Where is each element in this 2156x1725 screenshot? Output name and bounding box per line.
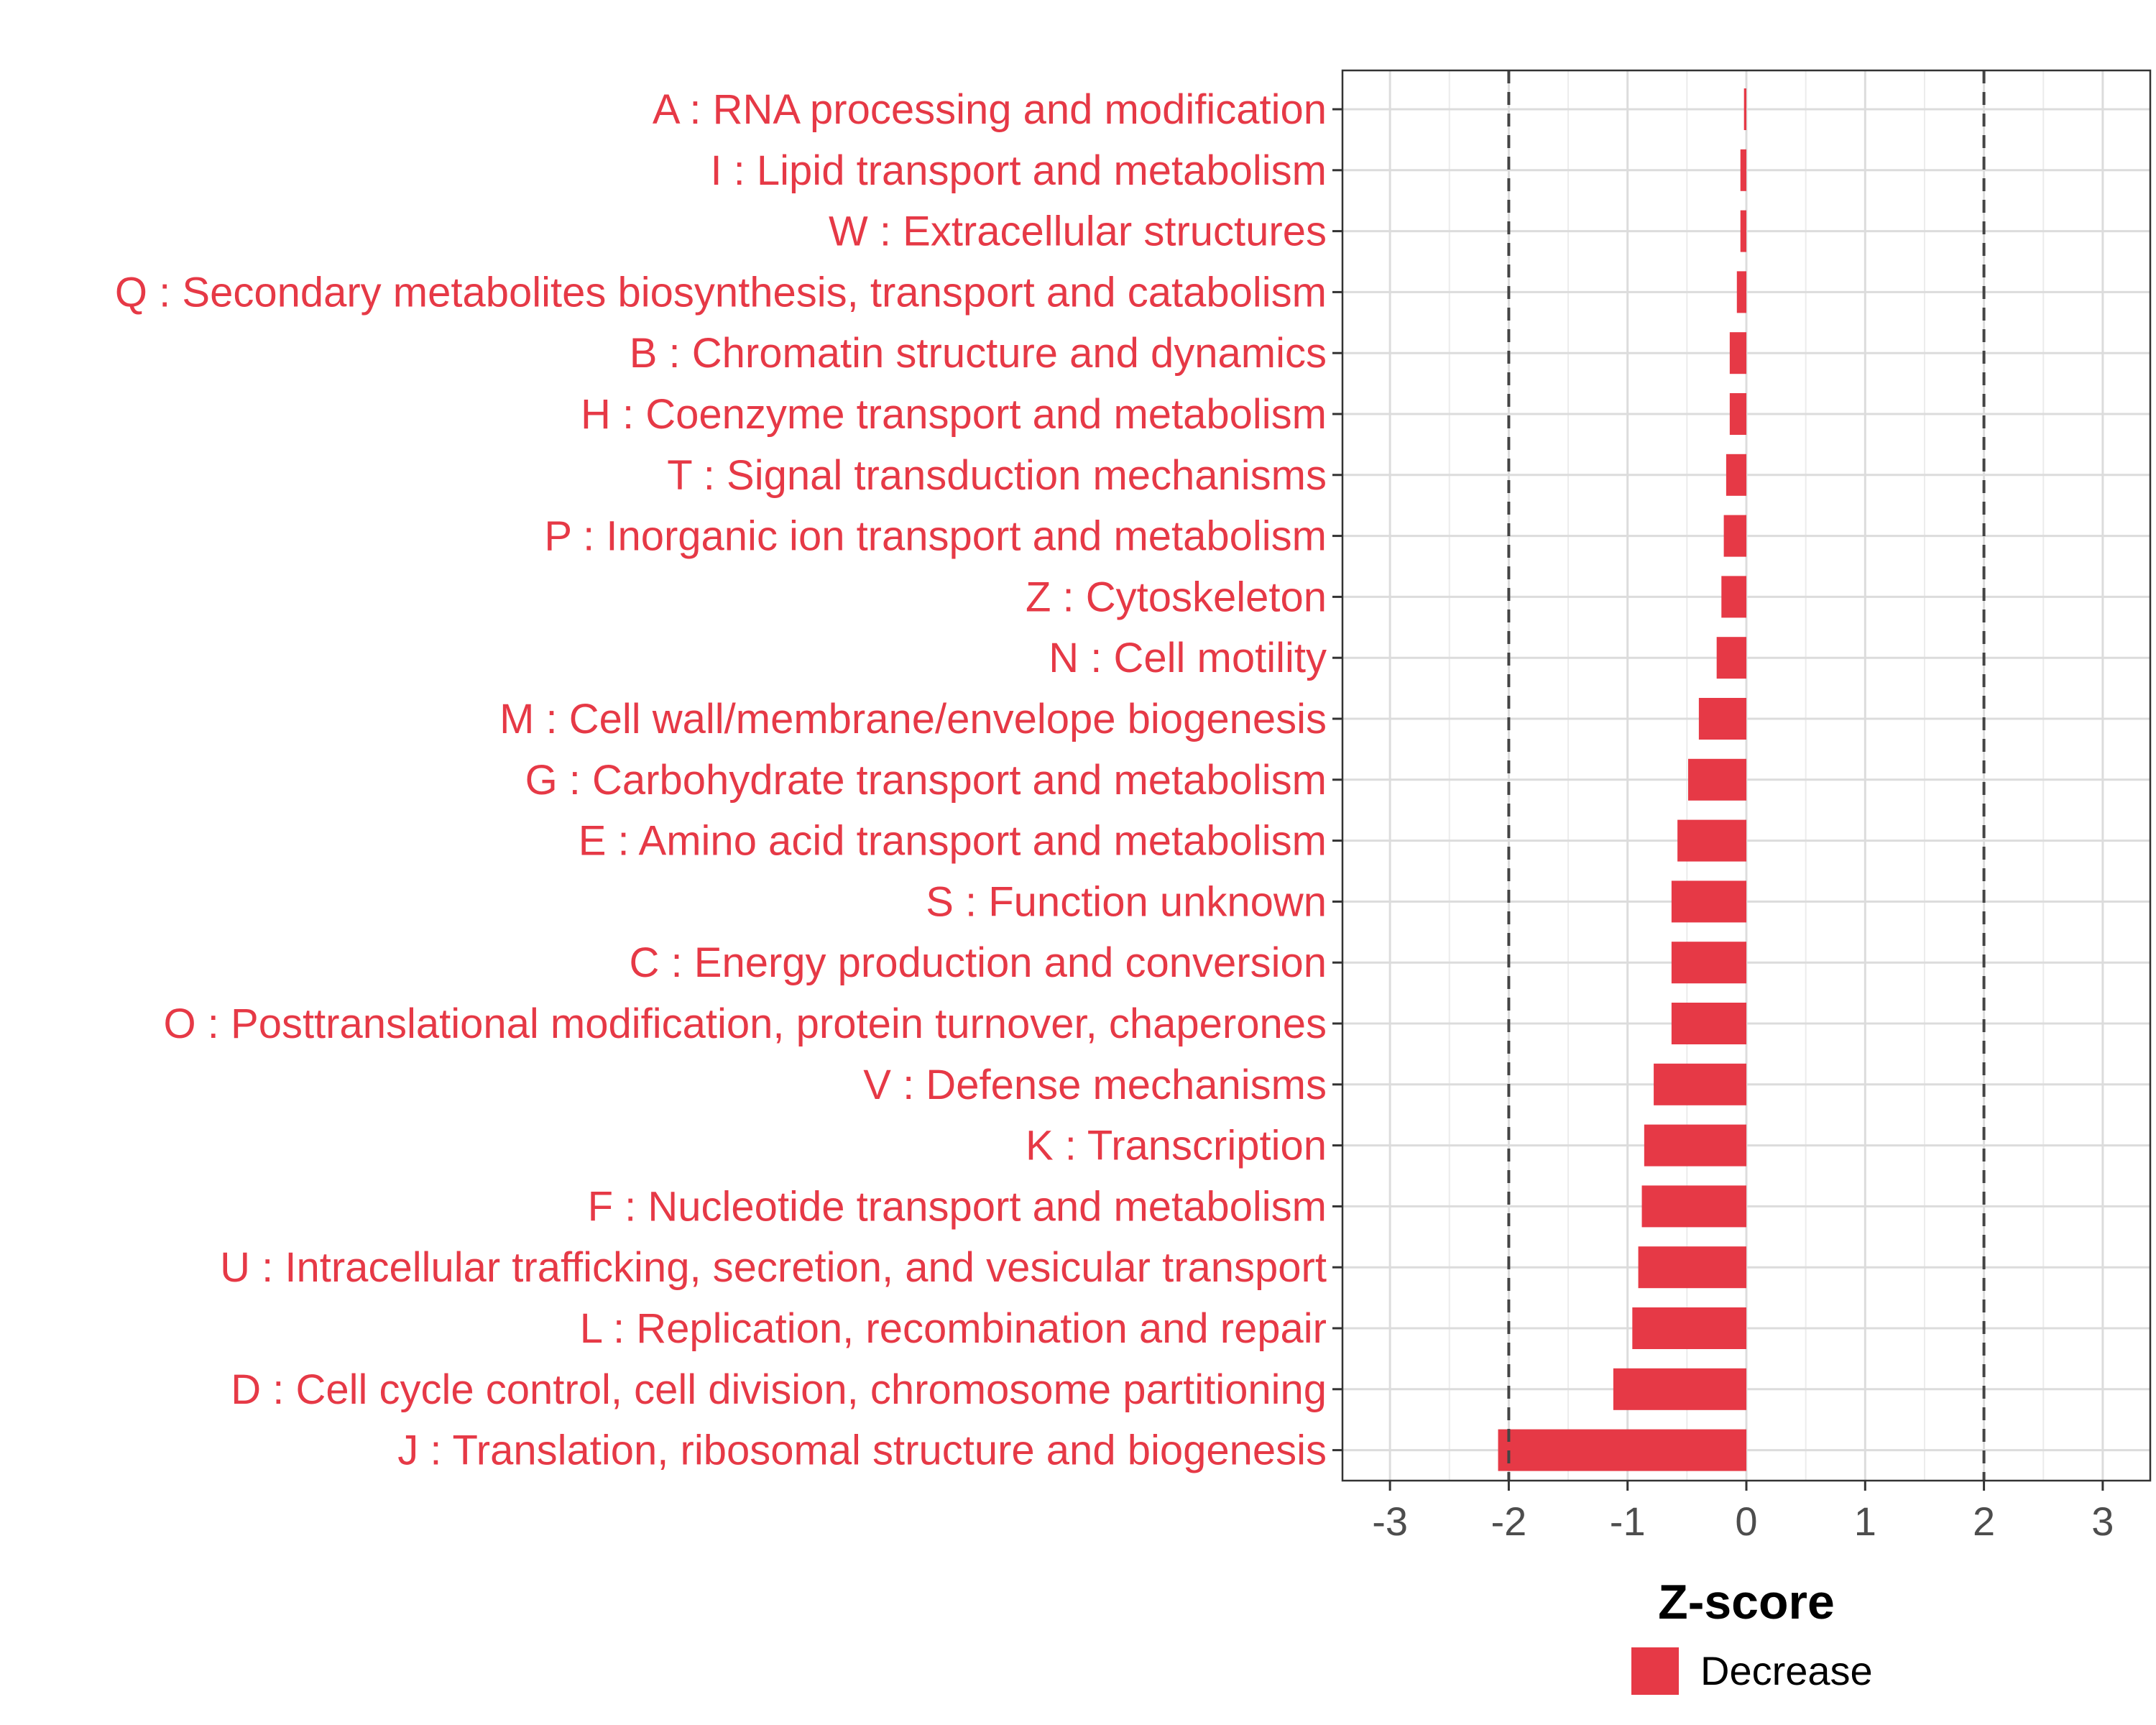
x-tick-label: 3 [2091,1499,2114,1544]
category-label: E : Amino acid transport and metabolism [579,818,1327,865]
category-label: I : Lipid transport and metabolism [710,147,1327,194]
category-label: L : Replication, recombination and repai… [580,1305,1327,1352]
bar [1729,332,1746,374]
category-label: P : Inorganic ion transport and metaboli… [544,513,1327,560]
bar [1688,758,1746,801]
bar [1641,1185,1746,1228]
bar [1632,1307,1746,1349]
category-label: G : Carbohydrate transport and metabolis… [525,757,1327,804]
category-label: A : RNA processing and modification [653,86,1327,133]
category-label: U : Intracellular trafficking, secretion… [220,1244,1327,1291]
x-tick-label: -2 [1491,1499,1527,1544]
category-label: F : Nucleotide transport and metabolism [588,1183,1327,1230]
x-axis: -3 -2 -1 0 1 2 3 [1372,1481,2114,1544]
bar [1740,149,1746,191]
x-tick-label: 1 [1854,1499,1876,1544]
bar [1740,210,1746,252]
category-label: S : Function unknown [926,878,1327,925]
category-label: V : Defense mechanisms [863,1062,1327,1108]
bar [1677,819,1746,862]
category-label: Z : Cytoskeleton [1026,574,1327,620]
bar [1743,88,1746,130]
legend-swatch [1631,1647,1679,1695]
bar [1736,271,1746,313]
category-label: Q : Secondary metabolites biosynthesis, … [115,269,1327,316]
category-label: W : Extracellular structures [829,208,1327,255]
category-label: K : Transcription [1026,1123,1327,1169]
category-label: M : Cell wall/membrane/envelope biogenes… [499,696,1327,742]
category-label: T : Signal transduction mechanisms [667,452,1327,499]
category-label: J : Translation, ribosomal structure and… [397,1427,1327,1474]
bar [1613,1368,1746,1410]
bar [1671,880,1746,923]
legend-label: Decrease [1700,1648,1873,1693]
x-tick-label: 0 [1735,1499,1757,1544]
bar [1698,698,1746,740]
bars [1498,88,1746,1471]
category-label: N : Cell motility [1049,635,1327,681]
x-axis-title: Z-score [1658,1575,1835,1629]
bar [1726,454,1746,496]
bar [1498,1429,1746,1471]
bar [1671,942,1746,984]
bar [1721,576,1746,618]
y-axis: A : RNA processing and modification I : L… [115,86,1342,1474]
category-label: B : Chromatin structure and dynamics [630,330,1327,377]
x-tick-label: -1 [1610,1499,1646,1544]
category-label: O : Posttranslational modification, prot… [164,1000,1327,1047]
x-tick-label: -3 [1372,1499,1408,1544]
category-label: H : Coenzyme transport and metabolism [581,391,1327,438]
bar [1729,393,1746,435]
bar [1716,637,1746,679]
bar [1723,515,1746,557]
x-tick-label: 2 [1973,1499,1995,1544]
bar [1638,1246,1746,1289]
category-label: C : Energy production and conversion [630,939,1327,986]
legend: Decrease [1631,1647,1873,1695]
category-label: D : Cell cycle control, cell division, c… [231,1366,1327,1413]
bar [1654,1063,1746,1105]
threshold-lines [1507,70,1986,1481]
bar [1671,1003,1746,1044]
bar [1644,1124,1746,1167]
